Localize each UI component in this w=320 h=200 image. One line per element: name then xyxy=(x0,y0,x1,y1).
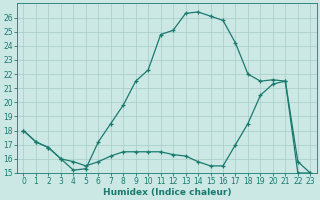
X-axis label: Humidex (Indice chaleur): Humidex (Indice chaleur) xyxy=(103,188,231,197)
